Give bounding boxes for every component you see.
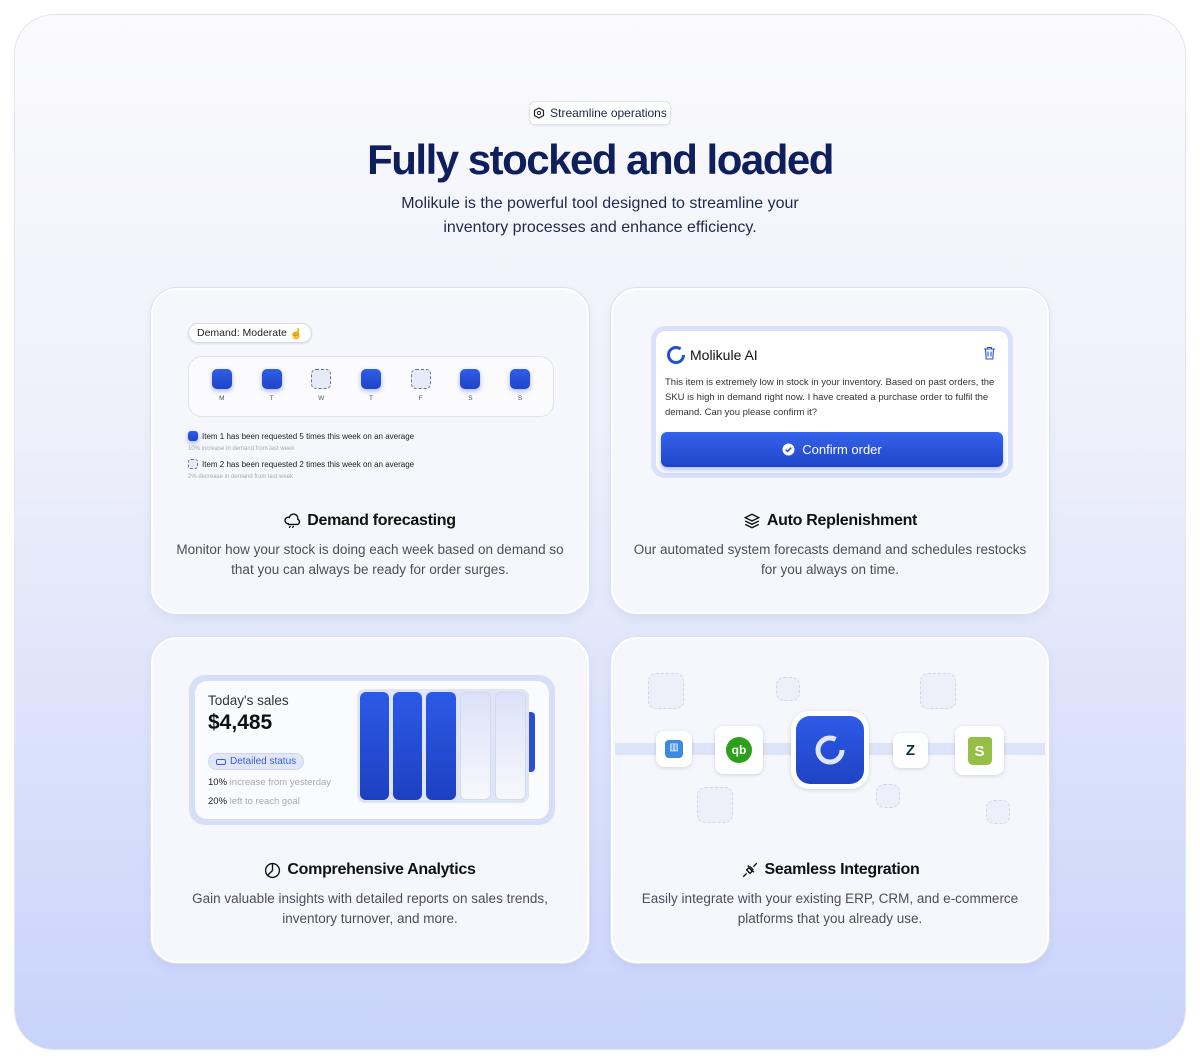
day-column: F [410,369,431,416]
day-column: S [510,369,531,416]
day-label: F [418,395,423,402]
day-column: T [360,369,381,416]
card-title: Comprehensive Analytics [153,861,587,879]
filled-day-square [211,369,232,389]
card-description: Our automated system forecasts demand an… [633,542,1027,577]
day-column: W [311,369,332,416]
battery-icon [216,758,226,765]
card-description: Gain valuable insights with detailed rep… [192,891,548,926]
sales-widget: Today's sales $4,485 Detailed status 10%… [189,675,555,825]
card-title: Seamless Integration [613,861,1047,879]
day-label: S [517,395,523,402]
detailed-status-button[interactable]: Detailed status [208,753,305,770]
filled-day-square [460,369,481,389]
empty-bar [459,692,491,800]
day-column: S [460,369,481,416]
confirm-order-button[interactable]: Confirm order [661,432,1003,467]
card-title: Demand forecasting [153,512,587,530]
trash-icon[interactable] [983,346,996,360]
filled-square-icon [188,431,198,441]
page-title: Fully stocked and loaded [367,136,834,183]
filled-bar [360,692,390,800]
plug-icon [742,862,757,878]
molikule-logo-icon [667,346,685,364]
filled-day-square [261,369,282,389]
filled-bar [393,692,423,800]
card-auto-replenishment: Molikule AI This item is extremely low i… [611,288,1049,614]
section-badge: Streamline operations [529,101,671,125]
empty-day-square [410,369,431,389]
ai-title: Molikule AI [666,345,758,365]
filled-day-square [510,369,531,389]
zendesk-icon[interactable]: Z [893,733,928,768]
badge-label: Streamline operations [550,106,667,120]
demand-pill: Demand: Moderate ☝ [188,323,312,343]
hexagon-icon [534,107,545,119]
card-demand-forecasting: Demand: Moderate ☝ M T W T F S S Item 1 has bee… [151,288,589,614]
battery-bars [357,689,529,803]
day-label: M [219,395,225,402]
intercom-icon[interactable]: ▥ [656,731,692,767]
cloud-rain-icon [284,512,301,528]
day-column: T [261,369,282,416]
ai-message: This item is extremely low in stock in y… [665,377,995,418]
card-description: Monitor how your stock is doing each wee… [176,542,564,577]
card-title: Auto Replenishment [613,512,1047,530]
empty-bar [494,692,527,800]
sales-amount: $4,485 [208,711,273,734]
pie-chart-icon [265,862,281,878]
filled-bar [426,692,456,800]
quickbooks-icon[interactable]: qb [715,726,763,774]
legend-item-1: Item 1 has been requested 5 times this w… [188,431,414,441]
shopify-icon[interactable]: S [955,726,1004,775]
battery-nub [529,712,535,772]
card-description: Easily integrate with your existing ERP,… [641,891,1019,926]
ai-message-panel: Molikule AI This item is extremely low i… [651,326,1013,478]
check-circle-icon [782,443,795,456]
stat-increase: 10% increase from yesterday [208,777,332,788]
day-label: W [318,395,325,402]
molikule-hub-icon [791,711,869,789]
stat-goal: 20% left to reach goal [208,796,300,807]
day-label: S [468,395,473,402]
legend-item-2: Item 2 has been requested 2 times this w… [188,459,414,469]
card-analytics: Today's sales $4,485 Detailed status 10%… [151,637,589,963]
day-column: M [211,369,232,416]
card-integration: ▥ qb Z S Seamless Integration Easily int… [611,637,1049,963]
layers-icon [743,513,761,529]
day-label: T [269,395,274,402]
empty-square-icon [188,459,198,469]
sales-label: Today's sales [208,693,289,708]
page-subtitle: Molikule is the powerful tool designed t… [401,195,799,236]
day-label: T [368,395,373,402]
hand-pointer-icon: ☝ [289,327,303,340]
filled-day-square [360,369,381,389]
legend-item-1-sub: 10% increase in demand from last week [188,446,295,452]
legend-item-2-sub: 2% decrease in demand from last week [188,474,294,480]
empty-day-square [311,369,332,389]
